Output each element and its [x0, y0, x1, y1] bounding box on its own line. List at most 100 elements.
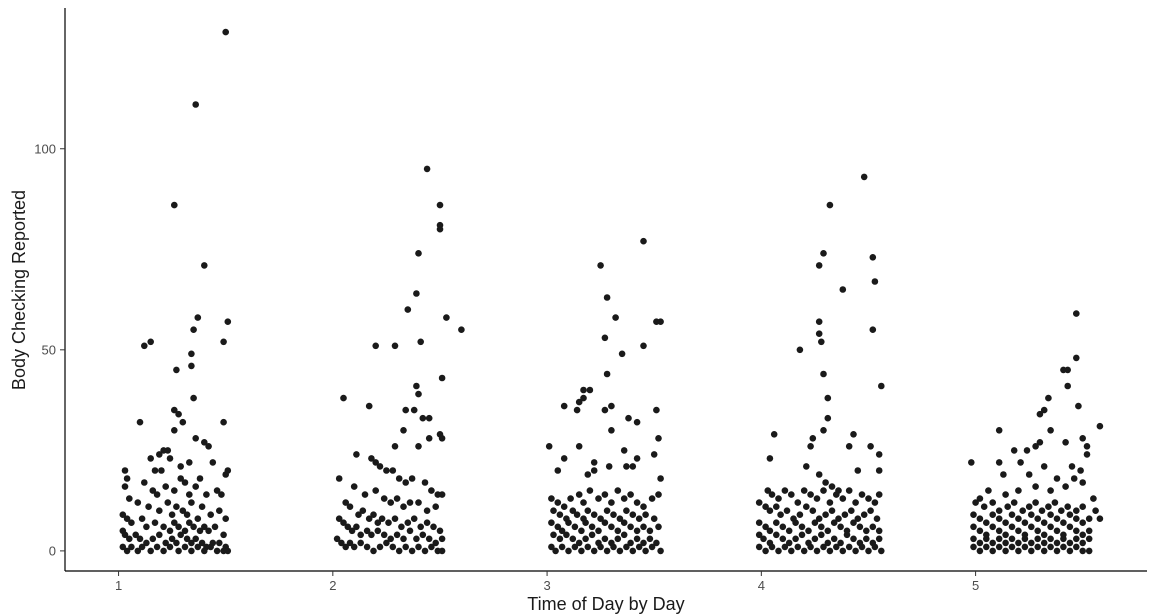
data-point	[815, 471, 823, 478]
data-point	[363, 543, 371, 551]
data-point	[423, 507, 431, 514]
points-layer	[119, 28, 1104, 555]
data-point	[620, 447, 628, 454]
data-point	[383, 467, 390, 474]
data-point	[1070, 475, 1078, 482]
data-point	[788, 491, 795, 498]
data-point	[875, 451, 883, 458]
data-point	[128, 543, 135, 551]
data-point	[580, 394, 587, 402]
data-point	[1060, 535, 1067, 543]
data-point	[995, 507, 1003, 514]
data-point	[438, 491, 446, 498]
data-point	[417, 523, 425, 531]
data-point	[989, 499, 996, 506]
data-point	[383, 539, 390, 547]
data-point	[653, 406, 660, 414]
data-point	[833, 543, 840, 551]
data-point	[198, 539, 206, 547]
data-point	[220, 418, 227, 426]
data-point	[119, 511, 127, 518]
data-point	[391, 515, 399, 522]
data-point	[177, 475, 184, 482]
data-point	[209, 459, 217, 466]
data-point	[582, 535, 589, 543]
data-point	[878, 382, 885, 390]
data-point	[976, 527, 984, 535]
data-point	[1032, 499, 1039, 506]
data-point	[149, 487, 157, 494]
data-point	[171, 427, 178, 434]
data-point	[1066, 511, 1074, 518]
data-point	[588, 523, 596, 531]
data-point	[220, 338, 227, 346]
data-point	[575, 443, 583, 450]
data-point	[374, 519, 382, 526]
data-point	[410, 406, 418, 414]
data-point	[646, 527, 654, 535]
data-point	[400, 427, 407, 434]
data-point	[126, 535, 133, 543]
data-point	[389, 543, 397, 551]
data-point	[183, 535, 191, 543]
data-point	[430, 523, 437, 531]
data-point	[1032, 483, 1039, 490]
data-point	[147, 338, 154, 346]
data-point	[989, 511, 996, 518]
data-point	[805, 527, 812, 535]
data-point	[132, 531, 139, 539]
data-point	[1034, 543, 1041, 551]
x-axis-title: Time of Day by Day	[527, 594, 684, 614]
data-point	[867, 507, 874, 514]
data-point	[123, 547, 131, 555]
data-point	[173, 539, 180, 547]
data-point	[147, 547, 154, 555]
data-point	[350, 483, 358, 490]
data-point	[640, 237, 647, 245]
data-point	[166, 455, 174, 462]
data-point	[181, 479, 189, 486]
data-point	[153, 491, 161, 498]
data-point	[556, 511, 564, 518]
data-point	[569, 535, 577, 543]
data-point	[158, 467, 165, 474]
data-point	[190, 394, 197, 402]
data-point	[410, 515, 418, 522]
data-point	[123, 475, 131, 482]
data-point	[875, 527, 883, 535]
data-point	[374, 527, 382, 535]
data-point	[646, 535, 654, 543]
data-point	[1083, 443, 1091, 450]
data-point	[629, 547, 637, 555]
data-point	[1008, 535, 1016, 543]
data-point	[597, 543, 604, 551]
data-point	[1085, 527, 1093, 535]
data-point	[186, 491, 193, 498]
data-point	[1002, 547, 1009, 555]
data-point	[590, 467, 598, 474]
data-point	[578, 547, 585, 555]
data-point	[196, 527, 204, 535]
data-point	[213, 547, 221, 555]
data-point	[869, 523, 877, 531]
data-point	[119, 543, 127, 551]
data-point	[794, 499, 802, 506]
x-tick-label: 4	[758, 578, 765, 593]
data-point	[1047, 427, 1054, 434]
data-point	[824, 414, 832, 422]
data-point	[1034, 515, 1041, 522]
data-point	[1064, 503, 1071, 511]
data-point	[194, 515, 202, 522]
data-point	[438, 535, 446, 543]
data-point	[201, 523, 208, 531]
data-point	[1015, 527, 1022, 535]
data-point	[372, 459, 380, 466]
data-point	[556, 535, 564, 543]
data-point	[348, 527, 356, 535]
data-point	[391, 443, 399, 450]
data-point	[1079, 519, 1086, 526]
data-point	[575, 491, 583, 498]
data-point	[413, 382, 420, 390]
data-point	[822, 511, 829, 518]
data-point	[436, 527, 444, 535]
